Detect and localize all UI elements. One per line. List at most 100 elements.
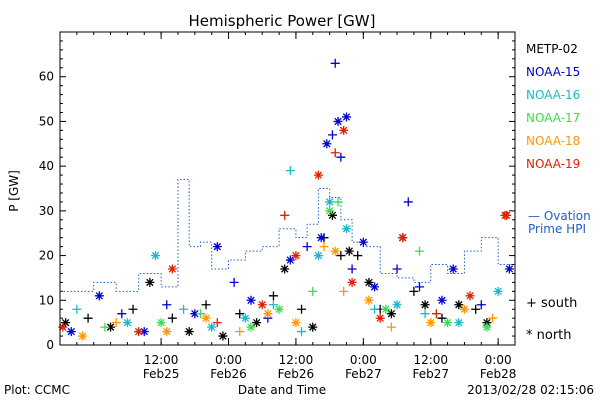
north-point xyxy=(426,318,436,328)
north-point xyxy=(207,322,217,332)
plot-frame xyxy=(59,31,516,346)
south-point xyxy=(327,130,337,140)
north-point xyxy=(139,327,149,337)
plot-credit: Plot: CCMC xyxy=(4,383,70,397)
north-point xyxy=(246,322,256,332)
north-point xyxy=(184,327,194,337)
north-point xyxy=(240,313,250,323)
ovation-legend-line2: Prime HPI xyxy=(528,222,586,236)
north-point xyxy=(375,313,385,323)
legend-item-noaa-17: NOAA-17 xyxy=(526,111,580,125)
north-point xyxy=(313,251,323,261)
north-point xyxy=(459,304,469,314)
south-point xyxy=(330,58,340,68)
north-point xyxy=(308,322,318,332)
x-tick-time-label: 0:00 xyxy=(215,353,242,367)
south-point xyxy=(347,264,357,274)
x-tick-date-label: Feb27 xyxy=(412,367,449,381)
north-point xyxy=(347,277,357,287)
north-point xyxy=(167,264,177,274)
north-point xyxy=(327,210,337,220)
south-point xyxy=(195,309,205,319)
y-tick-label: 40 xyxy=(39,159,54,173)
south-point xyxy=(392,264,402,274)
south-point xyxy=(167,313,177,323)
north-point xyxy=(322,139,332,149)
north-point xyxy=(66,327,76,337)
series-noaa-17 xyxy=(100,197,492,332)
north-point xyxy=(145,277,155,287)
south-point xyxy=(409,286,419,296)
legend-item-noaa-19: NOAA-19 xyxy=(526,157,580,171)
legend-item-metp-02: METP-02 xyxy=(526,42,578,56)
south-point xyxy=(319,242,329,252)
north-point xyxy=(465,291,475,301)
north-point xyxy=(162,327,172,337)
x-tick-time-label: 0:00 xyxy=(485,353,512,367)
marker-legend: + south * north xyxy=(526,296,577,343)
south-point xyxy=(437,313,447,323)
south-point xyxy=(353,251,363,261)
south-point xyxy=(100,322,110,332)
north-point xyxy=(190,309,200,319)
north-point xyxy=(325,206,335,216)
legend-item-noaa-18: NOAA-18 xyxy=(526,134,580,148)
north-point xyxy=(454,318,464,328)
south-point xyxy=(476,300,486,310)
north-point xyxy=(381,304,391,314)
north-point xyxy=(201,313,211,323)
legend-item-noaa-15: NOAA-15 xyxy=(526,65,580,79)
south-point xyxy=(229,277,239,287)
south-point xyxy=(330,148,340,158)
north-point xyxy=(325,197,335,207)
north-point xyxy=(257,300,267,310)
north-point xyxy=(386,309,396,319)
south-point xyxy=(370,304,380,314)
plot-timestamp: 2013/02/28 02:15:06 xyxy=(467,383,594,397)
north-point xyxy=(341,112,351,122)
south-point xyxy=(72,304,82,314)
north-point xyxy=(280,264,290,274)
chart-title: Hemispheric Power [GW] xyxy=(189,12,376,30)
north-point xyxy=(313,170,323,180)
north-point xyxy=(218,331,228,341)
north-point xyxy=(58,322,68,332)
north-point xyxy=(482,322,492,332)
x-axis-label: Date and Time xyxy=(238,383,326,397)
south-point xyxy=(235,327,245,337)
series-noaa-18 xyxy=(77,242,498,341)
south-point xyxy=(117,309,127,319)
north-point xyxy=(316,233,326,243)
north-point xyxy=(122,318,132,328)
y-tick-label: 0 xyxy=(46,338,54,352)
legend-item-noaa-16: NOAA-16 xyxy=(526,88,580,102)
series-legend: METP-02 NOAA-15 NOAA-16 NOAA-17 NOAA-18 NOAA-… xyxy=(526,42,580,171)
north-point xyxy=(493,286,503,296)
south-point xyxy=(333,197,343,207)
south-point xyxy=(336,251,346,261)
series-noaa-16 xyxy=(72,166,503,337)
south-point xyxy=(201,300,211,310)
north-point xyxy=(358,237,368,247)
south-point xyxy=(403,197,413,207)
x-tick-time-label: 12:00 xyxy=(413,353,448,367)
plot-layer: 010203040506012:00Feb250:00Feb2612:00Feb… xyxy=(39,32,517,381)
south-point xyxy=(336,152,346,162)
south-point xyxy=(111,318,121,328)
north-point xyxy=(291,318,301,328)
x-tick-date-label: Feb28 xyxy=(480,367,517,381)
north-point xyxy=(77,331,87,341)
ovation-legend-line1: — Ovation xyxy=(528,209,591,223)
north-point xyxy=(448,264,458,274)
south-point xyxy=(285,166,295,176)
north-point xyxy=(285,255,295,265)
y-axis-label: P [GW] xyxy=(7,170,21,212)
south-point xyxy=(179,304,189,314)
x-tick-time-label: 12:00 xyxy=(279,353,314,367)
north-point xyxy=(212,242,222,252)
series-metp-02 xyxy=(61,210,492,341)
north-point xyxy=(454,300,464,310)
marker-legend-north: * north xyxy=(526,328,572,343)
x-tick-date-label: Feb26 xyxy=(278,367,315,381)
